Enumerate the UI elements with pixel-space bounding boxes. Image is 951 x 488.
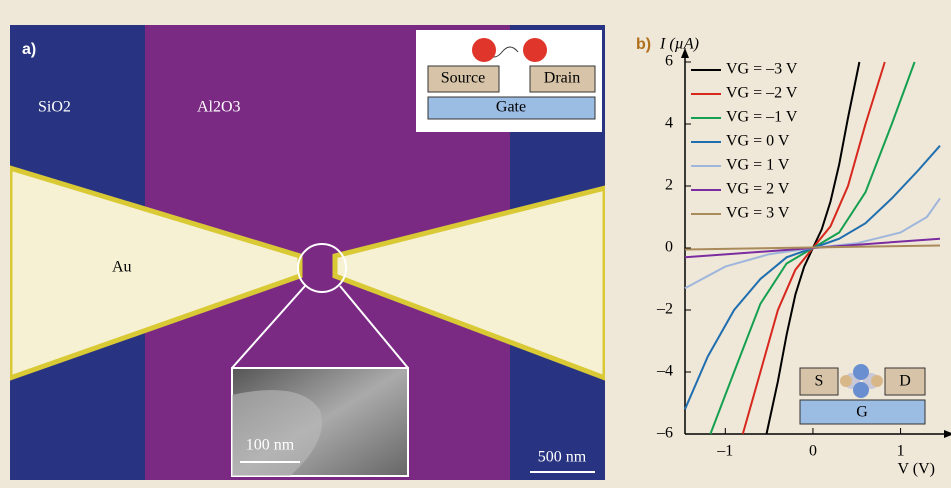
molecule-atom [523, 38, 547, 62]
scale-label: 100 nm [246, 437, 295, 454]
x-axis-label: V (V) [898, 461, 935, 478]
region-label: Al2O3 [197, 99, 241, 116]
figure: a) SiO2 Al2O3 Au Source Drain Gate 100 n… [0, 0, 951, 488]
micrograph [10, 25, 605, 480]
legend-label: VG = –2 V [726, 85, 798, 102]
y-tick-label: 4 [665, 115, 673, 132]
scale-label: 500 nm [538, 449, 587, 466]
y-tick-label: 0 [665, 239, 673, 256]
atom [853, 382, 869, 398]
atom [840, 375, 852, 387]
device-inset: S D G [800, 364, 925, 424]
y-axis-label: I (µA) [659, 36, 699, 53]
y-tick-label: –4 [656, 363, 673, 380]
x-tick-label: 0 [809, 443, 817, 460]
atom [853, 364, 869, 380]
x-tick-label: 1 [897, 443, 905, 460]
y-tick-label: 6 [665, 53, 673, 70]
x-tick-label: –1 [716, 443, 733, 460]
inset-label: S [815, 373, 824, 390]
page: a) SiO2 Al2O3 Au Source Drain Gate 100 n… [0, 0, 951, 488]
region-label: SiO2 [38, 99, 71, 116]
schematic-label: Drain [544, 70, 580, 87]
legend-label: VG = 2 V [726, 181, 790, 198]
y-tick-label: –6 [656, 425, 673, 442]
schematic-label: Gate [496, 99, 526, 116]
schematic-label: Source [441, 70, 485, 87]
legend-label: VG = –1 V [726, 109, 798, 126]
legend-label: VG = 1 V [726, 157, 790, 174]
y-tick-label: 2 [665, 177, 673, 194]
molecule-atom [472, 38, 496, 62]
region-label: Au [112, 259, 132, 276]
legend-label: VG = –3 V [726, 61, 798, 78]
panel-label: a) [22, 41, 36, 58]
y-tick-label: –2 [656, 301, 673, 318]
atom [871, 375, 883, 387]
panel-label: b) [636, 36, 651, 53]
legend-label: VG = 3 V [726, 205, 790, 222]
legend-label: VG = 0 V [726, 133, 790, 150]
inset-label: G [856, 404, 868, 421]
inset-label: D [899, 373, 911, 390]
